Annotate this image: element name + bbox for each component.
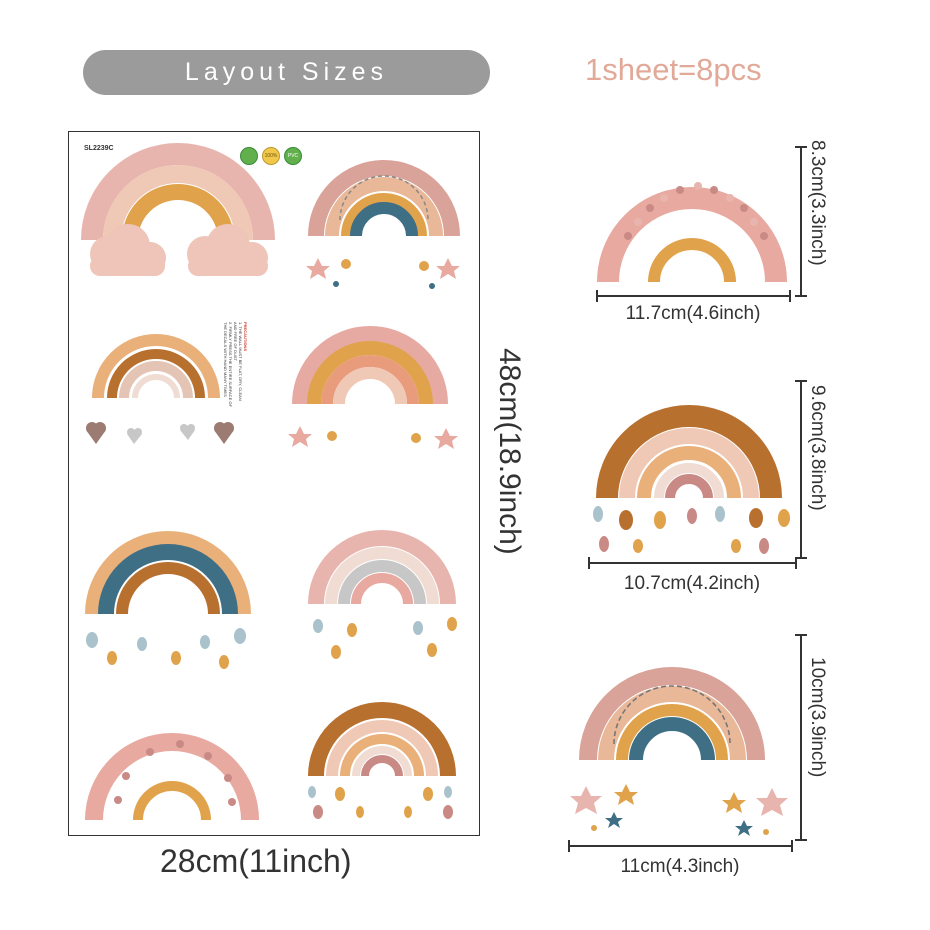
dotted-teal-rainbow-illustration [85, 531, 251, 669]
sample-2-width-rule [588, 562, 796, 564]
pastel-grey-rainbow-illustration [308, 530, 457, 659]
sample-3-width-tick [791, 840, 793, 852]
heart-rainbow-illustration [86, 334, 234, 444]
pink-heart-rainbow-illustration [85, 733, 259, 821]
sample-3-height-label: 10cm(3.9inch) [807, 657, 828, 778]
sample-1-width-rule [596, 295, 790, 297]
sample-2-height-tick [795, 380, 807, 382]
sheet-count-label: 1sheet=8pcs [585, 52, 762, 87]
layout-sizes-title: Layout Sizes [184, 58, 389, 86]
certification-badges: 100% PVC [240, 147, 302, 165]
sample-3-height-rule [800, 634, 802, 840]
sample-3-width-label: 11cm(4.3inch) [620, 856, 740, 877]
layered-rainbow-illustration [288, 326, 458, 449]
sheet-height-label: 48cm(18.9inch) [493, 348, 526, 555]
sample-2-width-tick [795, 557, 797, 569]
sample-2-height-label: 9.6cm(3.8inch) [807, 385, 828, 511]
sample-2-height-tick [795, 557, 807, 559]
sample-1-height-tick [795, 295, 807, 297]
sample-1-width-label: 11.7cm(4.6inch) [625, 303, 761, 324]
sample-3-height-tick [795, 839, 807, 841]
sample-1-height-label: 8.3cm(3.3inch) [807, 140, 828, 266]
sample-2-width-tick [588, 557, 590, 569]
sample-2-width-label: 10.7cm(4.2inch) [623, 573, 761, 594]
eco-leaf-badge-icon [240, 147, 258, 165]
layout-sizes-banner: Layout Sizes [83, 50, 490, 95]
sample-3-width-rule [568, 845, 792, 847]
loop-rainbow-illustration [306, 160, 460, 289]
sheet-code: SL2239C [84, 145, 114, 152]
sample-2-height-rule [800, 380, 802, 558]
rust-drop-rainbow-illustration [308, 702, 456, 819]
sample-1-height-rule [800, 146, 802, 296]
pvc-badge-icon: PVC [284, 147, 302, 165]
sheet-width-label: 28cm(11inch) [160, 843, 352, 879]
sample-3-width-tick [568, 840, 570, 852]
sample-1-width-tick [789, 290, 791, 302]
percent-badge-icon: 100% [262, 147, 280, 165]
sample-1-height-tick [795, 146, 807, 148]
cloud-rainbow-illustration [81, 143, 275, 276]
sample-3-height-tick [795, 634, 807, 636]
sample-1-width-tick [596, 290, 598, 302]
